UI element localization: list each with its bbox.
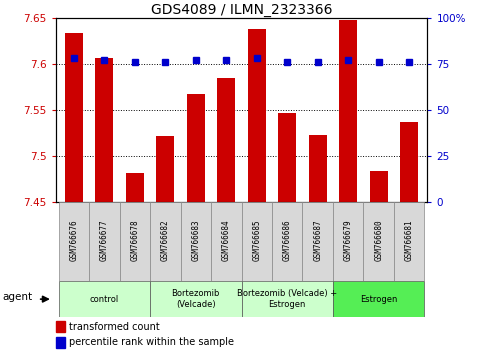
- Text: GSM766685: GSM766685: [252, 219, 261, 261]
- Bar: [56, 321, 65, 332]
- Bar: [156, 136, 174, 202]
- Bar: [333, 202, 363, 281]
- Text: GSM766677: GSM766677: [100, 219, 109, 261]
- Bar: [302, 202, 333, 281]
- Bar: [126, 173, 144, 202]
- Bar: [272, 202, 302, 281]
- Bar: [242, 202, 272, 281]
- Bar: [333, 281, 425, 317]
- Text: GSM766678: GSM766678: [130, 219, 139, 261]
- Bar: [120, 202, 150, 281]
- Bar: [278, 113, 297, 202]
- Bar: [56, 337, 65, 348]
- Text: GSM766686: GSM766686: [283, 219, 292, 261]
- Text: Bortezomib
(Velcade): Bortezomib (Velcade): [171, 290, 220, 309]
- Title: GDS4089 / ILMN_2323366: GDS4089 / ILMN_2323366: [151, 3, 332, 17]
- Text: Bortezomib (Velcade) +
Estrogen: Bortezomib (Velcade) + Estrogen: [237, 290, 337, 309]
- Text: GSM766680: GSM766680: [374, 219, 383, 261]
- Text: control: control: [90, 295, 119, 304]
- Bar: [363, 202, 394, 281]
- Text: GSM766684: GSM766684: [222, 219, 231, 261]
- Bar: [400, 122, 418, 202]
- Bar: [394, 202, 425, 281]
- Text: Estrogen: Estrogen: [360, 295, 398, 304]
- Text: GSM766676: GSM766676: [70, 219, 78, 261]
- Bar: [150, 202, 181, 281]
- Text: GSM766679: GSM766679: [344, 219, 353, 261]
- Bar: [89, 202, 120, 281]
- Text: agent: agent: [3, 292, 33, 302]
- Text: transformed count: transformed count: [69, 321, 159, 332]
- Bar: [186, 94, 205, 202]
- Text: GSM766687: GSM766687: [313, 219, 322, 261]
- Bar: [309, 135, 327, 202]
- Bar: [242, 281, 333, 317]
- Bar: [58, 202, 89, 281]
- Bar: [339, 19, 357, 202]
- Bar: [248, 29, 266, 202]
- Bar: [181, 202, 211, 281]
- Bar: [150, 281, 242, 317]
- Text: GSM766683: GSM766683: [191, 219, 200, 261]
- Bar: [217, 78, 235, 202]
- Bar: [58, 281, 150, 317]
- Text: percentile rank within the sample: percentile rank within the sample: [69, 337, 234, 348]
- Bar: [65, 33, 83, 202]
- Bar: [369, 171, 388, 202]
- Bar: [211, 202, 242, 281]
- Text: GSM766681: GSM766681: [405, 219, 413, 261]
- Bar: [95, 58, 114, 202]
- Text: GSM766682: GSM766682: [161, 219, 170, 261]
